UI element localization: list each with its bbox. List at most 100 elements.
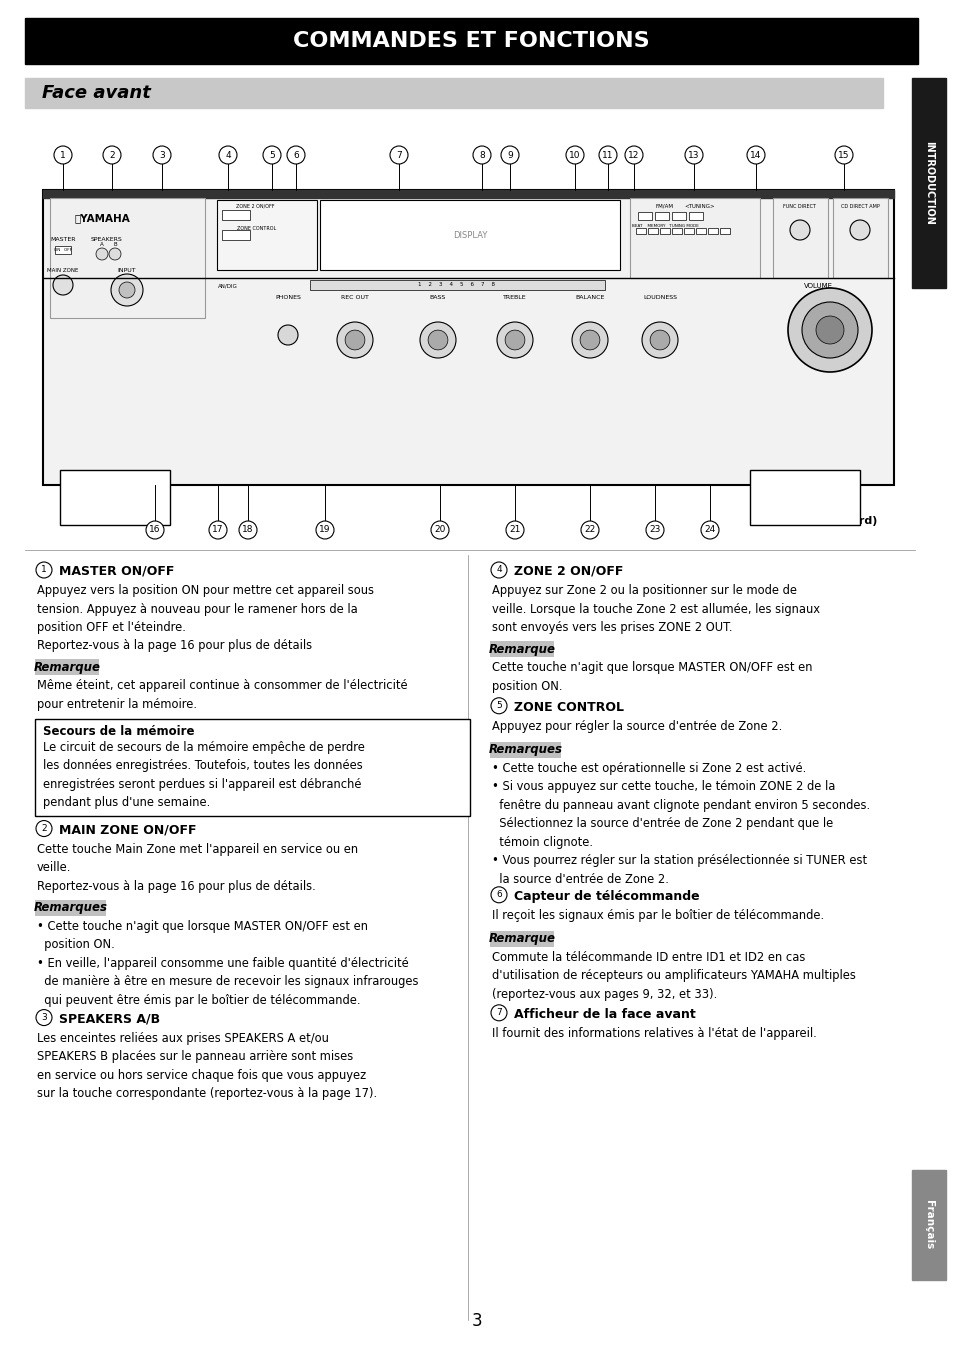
Circle shape xyxy=(336,322,373,359)
Bar xyxy=(707,228,718,235)
Circle shape xyxy=(390,146,408,164)
Circle shape xyxy=(700,520,719,539)
Text: 5: 5 xyxy=(496,701,501,710)
Bar xyxy=(671,212,685,220)
Text: ZONE 2 ON/OFF: ZONE 2 ON/OFF xyxy=(235,204,274,209)
Circle shape xyxy=(473,146,491,164)
Text: 20: 20 xyxy=(434,526,445,535)
Text: 21: 21 xyxy=(509,526,520,535)
Text: • Cette touche n'agit que lorsque MASTER ON/OFF est en
  position ON.
• En veill: • Cette touche n'agit que lorsque MASTER… xyxy=(37,919,418,1007)
Circle shape xyxy=(849,220,869,240)
Text: INTRODUCTION: INTRODUCTION xyxy=(923,142,933,225)
Circle shape xyxy=(287,146,305,164)
Text: Remarques: Remarques xyxy=(488,743,562,756)
Text: 22: 22 xyxy=(584,526,595,535)
Text: Remarque: Remarque xyxy=(488,931,555,945)
Circle shape xyxy=(815,315,843,344)
Text: ZONE CONTROL: ZONE CONTROL xyxy=(237,226,276,231)
Bar xyxy=(629,198,760,278)
Bar xyxy=(222,231,250,240)
Text: 7: 7 xyxy=(395,151,401,159)
Circle shape xyxy=(834,146,852,164)
Text: 17: 17 xyxy=(212,526,224,535)
Text: Remarque: Remarque xyxy=(488,643,555,655)
Circle shape xyxy=(146,520,164,539)
Text: DISPLAY: DISPLAY xyxy=(453,231,487,240)
Circle shape xyxy=(431,520,449,539)
Text: BASS: BASS xyxy=(430,295,446,301)
Circle shape xyxy=(787,288,871,372)
Text: Appuyez vers la position ON pour mettre cet appareil sous
tension. Appuyez à nou: Appuyez vers la position ON pour mettre … xyxy=(37,584,374,652)
Circle shape xyxy=(497,322,533,359)
Circle shape xyxy=(239,520,256,539)
Bar xyxy=(911,1170,945,1281)
Circle shape xyxy=(345,330,364,350)
Text: 6: 6 xyxy=(293,151,298,159)
Bar xyxy=(35,718,470,816)
Bar xyxy=(43,190,893,198)
Text: Remarque: Remarque xyxy=(33,661,101,674)
Text: Afficheur de la face avant: Afficheur de la face avant xyxy=(514,1008,695,1020)
Text: 16: 16 xyxy=(149,526,161,535)
Bar xyxy=(659,228,669,235)
Bar xyxy=(688,212,702,220)
Text: 3: 3 xyxy=(159,151,165,159)
Circle shape xyxy=(109,248,121,260)
Text: MASTER: MASTER xyxy=(51,237,75,243)
Text: 4: 4 xyxy=(496,566,501,574)
Text: PHONES: PHONES xyxy=(274,295,300,301)
Text: MAIN ZONE: MAIN ZONE xyxy=(48,268,78,274)
Text: 3: 3 xyxy=(471,1312,482,1330)
Text: Face avant: Face avant xyxy=(42,84,151,102)
Bar xyxy=(655,212,668,220)
Text: SPEAKERS A/B: SPEAKERS A/B xyxy=(59,1012,160,1026)
Text: 1: 1 xyxy=(60,151,66,159)
Circle shape xyxy=(641,322,678,359)
Bar xyxy=(749,470,859,524)
Text: FUNC DIRECT: FUNC DIRECT xyxy=(782,204,816,209)
Circle shape xyxy=(36,821,52,837)
Text: Secours de la mémoire: Secours de la mémoire xyxy=(43,724,194,737)
Text: Il reçoit les signaux émis par le boîtier de télécommande.: Il reçoit les signaux émis par le boîtie… xyxy=(492,909,823,922)
Bar xyxy=(35,659,99,675)
Bar xyxy=(490,930,554,946)
Circle shape xyxy=(53,275,73,295)
Circle shape xyxy=(624,146,642,164)
Bar xyxy=(911,78,945,288)
Text: 5: 5 xyxy=(269,151,274,159)
Text: 9: 9 xyxy=(507,151,513,159)
Text: MAIN ZONE ON/OFF: MAIN ZONE ON/OFF xyxy=(59,824,196,837)
Circle shape xyxy=(111,274,143,306)
Text: <TUNING>: <TUNING> xyxy=(684,204,715,209)
Circle shape xyxy=(684,146,702,164)
Bar xyxy=(50,198,205,318)
Text: 2: 2 xyxy=(41,824,47,833)
Text: 15: 15 xyxy=(838,151,849,159)
Bar xyxy=(772,198,827,278)
Bar xyxy=(35,900,106,915)
Bar xyxy=(636,228,645,235)
Text: INPUT: INPUT xyxy=(117,268,136,274)
Bar xyxy=(222,210,250,220)
Text: TREBLE: TREBLE xyxy=(502,295,526,301)
Circle shape xyxy=(746,146,764,164)
Bar xyxy=(638,212,651,220)
Text: 8: 8 xyxy=(478,151,484,159)
Text: ZONE 2 ON/OFF: ZONE 2 ON/OFF xyxy=(514,565,622,578)
Text: Remarques: Remarques xyxy=(33,902,108,914)
Text: Français: Français xyxy=(923,1200,933,1250)
Bar xyxy=(720,228,729,235)
Text: Capteur de télécommande: Capteur de télécommande xyxy=(514,890,699,903)
Bar xyxy=(25,18,917,63)
Text: 13: 13 xyxy=(687,151,699,159)
Text: 1    2    3    4    5    6    7    8: 1 2 3 4 5 6 7 8 xyxy=(418,283,495,287)
Text: Appuyez pour régler la source d'entrée de Zone 2.: Appuyez pour régler la source d'entrée d… xyxy=(492,720,781,733)
Text: MASTER ON/OFF: MASTER ON/OFF xyxy=(59,565,174,578)
Circle shape xyxy=(263,146,281,164)
Text: 12: 12 xyxy=(628,151,639,159)
Bar xyxy=(683,228,693,235)
Circle shape xyxy=(315,520,334,539)
Bar xyxy=(60,470,170,524)
Circle shape xyxy=(580,520,598,539)
Circle shape xyxy=(119,282,135,298)
